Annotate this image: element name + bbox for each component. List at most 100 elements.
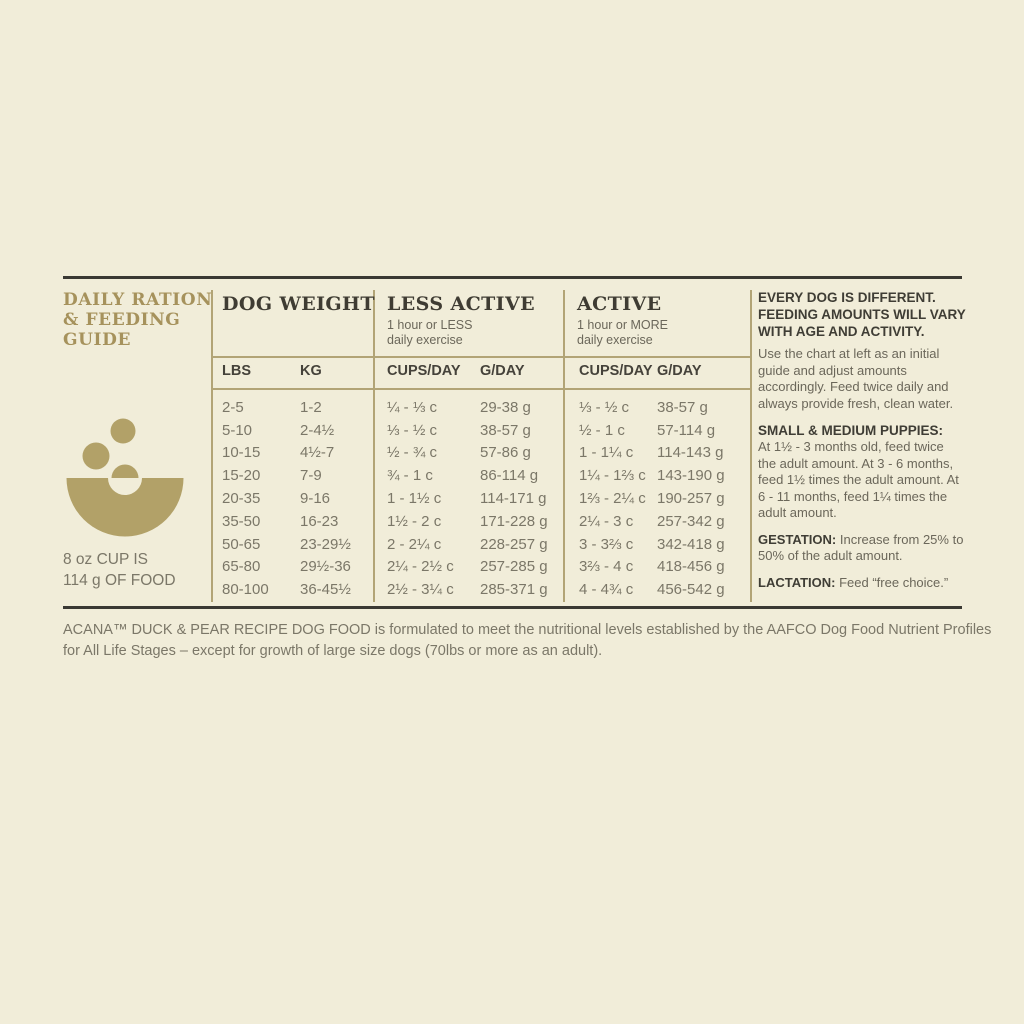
table-cell: 1½ - 2 c [387, 512, 442, 530]
table-cell: 1-2 [300, 398, 322, 416]
aafco-statement-line: ACANA™ DUCK & PEAR RECIPE DOG FOOD is fo… [63, 622, 992, 638]
table-cell: 50-65 [222, 535, 261, 553]
table-cell: ½ - 1 c [579, 421, 625, 439]
group-header-active: ACTIVE 1 hour or MORE daily exercise [577, 293, 668, 348]
table-cell: 23-29½ [300, 535, 351, 553]
table-row: 50-65 23-29½ 2 - 2¼ c 228-257 g 3 - 3⅔ c 342-… [211, 533, 750, 556]
table-cell: 38-57 g [480, 421, 531, 439]
guide-title-line: & FEEDING [63, 310, 181, 330]
table-cell: 143-190 g [657, 467, 725, 485]
table-cell: 5-10 [222, 421, 253, 439]
table-divider [563, 290, 565, 602]
table-cell: 29-38 g [480, 398, 531, 416]
table-cell: ½ - ¾ c [387, 444, 438, 462]
table-cell: 114-143 g [657, 444, 724, 462]
group-header-less-active: LESS ACTIVE 1 hour or LESS daily exercis… [387, 293, 535, 348]
panel-heading-line: FEEDING AMOUNTS WILL VARY [758, 307, 966, 322]
puppies-label: SMALL & MEDIUM PUPPIES: [758, 423, 944, 438]
table-cell: 20-35 [222, 490, 261, 508]
lactation-text: Feed “free choice.” [835, 574, 949, 590]
panel-intro-text: Use the chart at left as an initial guid… [758, 346, 954, 411]
group-subtitle: daily exercise [577, 333, 653, 347]
table-cell: 190-257 g [657, 490, 725, 508]
group-subtitle: 1 hour or LESS [387, 318, 473, 332]
puppies-text: At 1½ - 3 months old, feed twice the adu… [758, 439, 959, 520]
table-cell: 1⅔ - 2¼ c [579, 490, 646, 508]
table-cell: 2 - 2¼ c [387, 535, 442, 553]
table-body: 2-5 1-2 ¼ - ⅓ c 29-38 g ⅓ - ½ c 38-57 g 5-10 2-… [211, 396, 750, 601]
table-cell: ¼ - ⅓ c [387, 398, 438, 416]
table-column-headers: LBS KG CUPS/DAY G/DAY CUPS/DAY G/DAY [211, 363, 750, 379]
table-cell: 15-20 [222, 467, 261, 485]
table-cell: ⅓ - ½ c [387, 421, 438, 439]
feeding-notes-panel: EVERY DOG IS DIFFERENT. FEEDING AMOUNTS … [758, 289, 966, 591]
table-cell: 4 - 4¾ c [579, 581, 634, 599]
cup-note-line: 8 oz CUP IS [63, 551, 149, 568]
table-cell: 285-371 g [480, 581, 548, 599]
table-cell: 35-50 [222, 512, 261, 530]
table-cell: 1¼ - 1⅔ c [579, 467, 646, 485]
group-subtitle: 1 hour or MORE [577, 318, 669, 332]
table-cell: 418-456 g [657, 558, 725, 576]
table-cell: 2-5 [222, 398, 244, 416]
column-header-kg: KG [300, 363, 322, 379]
panel-heading-line: EVERY DOG IS DIFFERENT. [758, 290, 936, 305]
table-cell: 228-257 g [480, 535, 548, 553]
gestation-note: GESTATION: Increase from 25% to 50% of t… [758, 532, 964, 565]
table-cell: 16-23 [300, 512, 339, 530]
table-row: 15-20 7-9 ¾ - 1 c 86-114 g 1¼ - 1⅔ c 143-190 … [211, 464, 750, 487]
lactation-label: LACTATION: [758, 574, 836, 590]
gestation-text: Increase from 25% to 50% of the adult am… [758, 531, 964, 564]
table-cell: 3 - 3⅔ c [579, 535, 634, 553]
table-cell: 1 - 1½ c [387, 490, 442, 508]
cup-note-line: 114 g OF FOOD [63, 572, 176, 589]
table-cell: 171-228 g [480, 512, 548, 530]
panel-heading-line: WITH AGE AND ACTIVITY. [758, 324, 925, 339]
table-cell: 57-86 g [480, 444, 531, 462]
kibble-bowl-icon [66, 418, 184, 537]
table-cell: 57-114 g [657, 421, 716, 439]
table-divider [373, 290, 375, 602]
bottom-rule [63, 606, 962, 609]
aafco-statement-line: for All Life Stages – except for growth … [63, 643, 603, 659]
table-cell: 7-9 [300, 467, 322, 485]
table-subheader-rule [211, 388, 752, 390]
table-header-rule [211, 356, 752, 358]
column-header-cups: CUPS/DAY [387, 363, 461, 379]
table-cell: 36-45½ [300, 581, 351, 599]
guide-title: DAILY RATION & FEEDING GUIDE [63, 290, 212, 350]
column-header-grams: G/DAY [657, 363, 702, 379]
table-divider [211, 290, 213, 602]
table-cell: 2¼ - 3 c [579, 512, 634, 530]
table-cell: 38-57 g [657, 398, 708, 416]
table-cell: 257-285 g [480, 558, 548, 576]
guide-title-line: GUIDE [63, 330, 131, 350]
group-title: LESS ACTIVE [387, 293, 535, 315]
table-cell: 2-4½ [300, 421, 335, 439]
column-header-lbs: LBS [222, 363, 251, 379]
table-row: 2-5 1-2 ¼ - ⅓ c 29-38 g ⅓ - ½ c 38-57 g [211, 396, 750, 419]
table-cell: ¾ - 1 c [387, 467, 433, 485]
table-row: 10-15 4½-7 ½ - ¾ c 57-86 g 1 - 1¼ c 114-143 g [211, 442, 750, 465]
table-row: 20-35 9-16 1 - 1½ c 114-171 g 1⅔ - 2¼ c 190-2… [211, 487, 750, 510]
table-cell: 4½-7 [300, 444, 335, 462]
group-title: ACTIVE [577, 293, 662, 315]
top-rule [63, 276, 962, 279]
column-header-grams: G/DAY [480, 363, 525, 379]
table-cell: 80-100 [222, 581, 269, 599]
table-cell: 1 - 1¼ c [579, 444, 634, 462]
table-cell: 29½-36 [300, 558, 351, 576]
table-row: 80-100 36-45½ 2½ - 3¼ c 285-371 g 4 - 4¾ c 45… [211, 578, 750, 601]
table-row: 65-80 29½-36 2¼ - 2½ c 257-285 g 3⅔ - 4 c 418… [211, 556, 750, 579]
table-cell: 114-171 g [480, 490, 547, 508]
group-header-dog-weight: DOG WEIGHT [222, 293, 375, 315]
table-cell: 9-16 [300, 490, 331, 508]
table-cell: 86-114 g [480, 467, 539, 485]
group-title: DOG WEIGHT [222, 293, 375, 315]
table-cell: 2½ - 3¼ c [387, 581, 454, 599]
table-cell: 456-542 g [657, 581, 725, 599]
table-cell: 10-15 [222, 444, 261, 462]
table-cell: 257-342 g [657, 512, 725, 530]
table-divider [750, 290, 752, 602]
aafco-statement: ACANA™ DUCK & PEAR RECIPE DOG FOOD is fo… [63, 620, 991, 662]
